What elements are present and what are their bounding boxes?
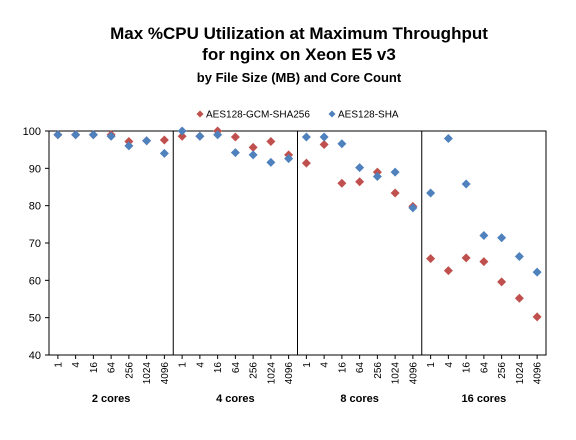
point-series-2 [284,154,294,164]
group-label: 16 cores [462,393,507,405]
point-series-1 [301,158,311,168]
x-tick-label: 1 [178,362,189,368]
x-tick-label: 256 [249,362,260,379]
point-series-2 [337,139,347,149]
x-tick-label: 4096 [160,362,171,385]
x-tick-label: 4 [444,362,455,368]
point-series-2 [266,157,276,167]
x-tick-label: 16 [337,362,348,374]
x-tick-label: 256 [497,362,508,379]
point-series-1 [461,253,471,263]
point-series-2 [195,131,205,141]
y-tick-label: 70 [29,238,41,250]
point-series-1 [266,136,276,146]
point-series-2 [479,231,489,241]
point-series-1 [532,312,542,322]
point-series-2 [443,133,453,143]
point-series-2 [461,179,471,189]
point-series-2 [248,150,258,160]
point-series-1 [319,139,329,149]
x-tick-label: 4096 [408,362,419,385]
point-series-1 [177,131,187,141]
x-tick-label: 1 [426,362,437,368]
y-tick-label: 50 [29,313,41,325]
x-tick-label: 4 [71,362,82,368]
group-label: 2 cores [92,393,131,405]
legend-marker-series-2 [328,110,336,118]
x-tick-label: 1024 [266,362,277,385]
point-series-2 [408,203,418,213]
y-tick-label: 100 [23,126,41,138]
x-tick-label: 64 [107,362,118,374]
point-series-1 [479,257,489,267]
point-series-1 [497,277,507,287]
x-tick-label: 16 [462,362,473,374]
group-label: 8 cores [340,393,379,405]
x-tick-label: 256 [373,362,384,379]
y-tick-label: 60 [29,275,41,287]
point-series-2 [159,148,169,158]
point-series-1 [159,135,169,145]
point-series-2 [372,172,382,182]
chart-title-line-1: Max %CPU Utilization at Maximum Throughp… [110,24,488,43]
point-series-2 [355,163,365,173]
point-series-2 [230,148,240,158]
legend-label-series-2: AES128-SHA [338,110,399,121]
point-series-2 [71,130,81,140]
point-series-2 [53,130,63,140]
x-tick-label: 4 [195,362,206,368]
point-series-1 [514,293,524,303]
legend-marker-series-1 [196,110,204,118]
point-series-2 [177,126,187,136]
point-series-2 [532,267,542,277]
x-tick-label: 1024 [142,362,153,385]
x-tick-label: 1 [53,362,64,368]
point-series-1 [426,254,436,264]
point-series-1 [355,177,365,187]
x-tick-label: 4096 [284,362,295,385]
x-tick-label: 16 [213,362,224,374]
point-series-2 [319,132,329,142]
point-series-2 [142,136,152,146]
point-series-2 [124,141,134,151]
point-series-2 [497,233,507,243]
x-tick-label: 16 [89,362,100,374]
y-tick-label: 90 [29,163,41,175]
point-series-1 [230,132,240,142]
y-tick-label: 40 [29,350,41,362]
x-tick-label: 64 [479,362,490,374]
x-tick-label: 1024 [515,362,526,385]
point-series-1 [390,188,400,198]
point-series-2 [301,132,311,142]
y-tick-label: 80 [29,201,41,213]
x-tick-label: 4 [320,362,331,368]
x-tick-label: 256 [124,362,135,379]
chart-subtitle: by File Size (MB) and Core Count [197,70,402,85]
x-tick-label: 1024 [391,362,402,385]
point-series-2 [213,130,223,140]
legend: AES128-GCM-SHA256 AES128-SHA [196,110,399,121]
point-series-1 [337,178,347,188]
point-series-2 [88,130,98,140]
group-label: 4 cores [216,393,255,405]
point-series-2 [514,251,524,261]
x-tick-label: 4096 [533,362,544,385]
point-series-1 [443,266,453,276]
point-series-2 [390,167,400,177]
x-tick-label: 64 [231,362,242,374]
x-tick-label: 1 [302,362,313,368]
point-series-2 [426,188,436,198]
point-series-2 [106,131,116,141]
chart-title-line-2: for nginx on Xeon E5 v3 [202,45,396,64]
x-tick-label: 64 [355,362,366,374]
legend-label-series-1: AES128-GCM-SHA256 [206,110,310,121]
point-series-1 [248,142,258,152]
